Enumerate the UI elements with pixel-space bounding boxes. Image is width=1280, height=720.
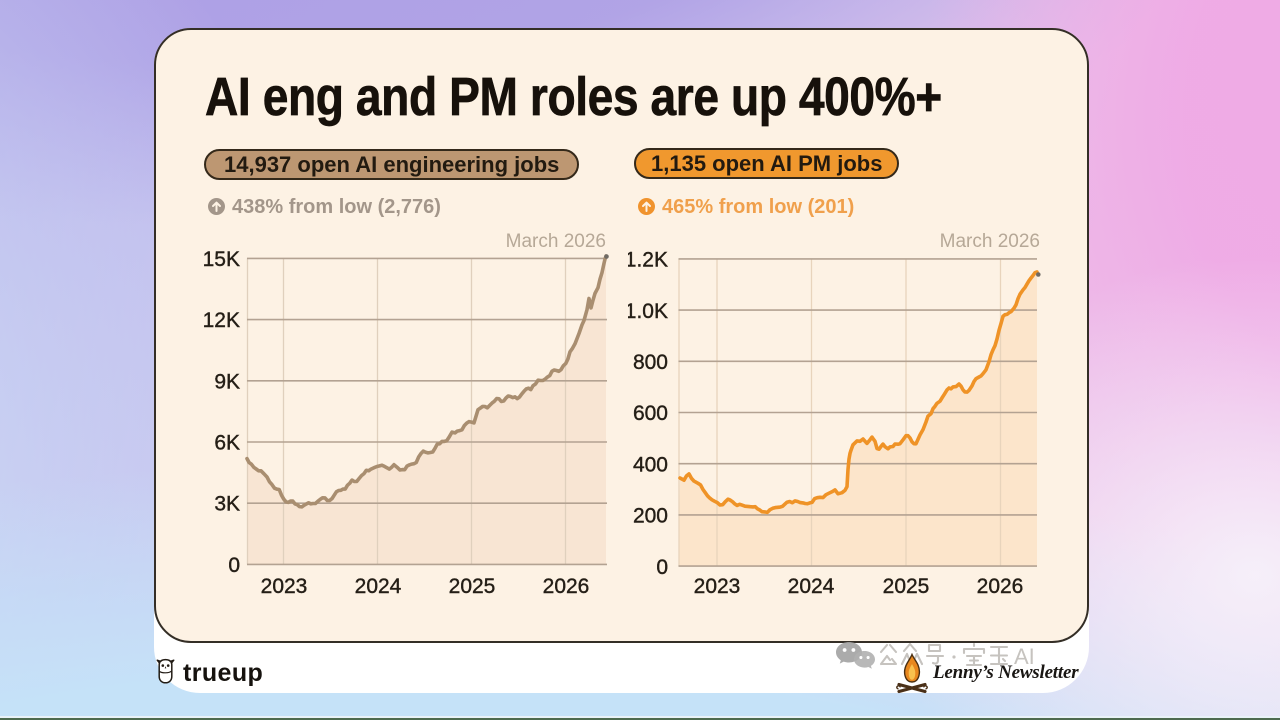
svg-text:9K: 9K (214, 370, 240, 393)
svg-text:2025: 2025 (449, 575, 496, 598)
svg-text:AI: AI (1014, 644, 1035, 669)
svg-text:800: 800 (633, 351, 668, 374)
svg-text:1.0K: 1.0K (628, 300, 668, 323)
svg-text:2026: 2026 (543, 575, 590, 598)
svg-text:2026: 2026 (977, 575, 1024, 598)
svg-text:2024: 2024 (355, 575, 402, 598)
svg-text:2023: 2023 (694, 575, 741, 598)
svg-text:2023: 2023 (261, 575, 308, 598)
svg-text:200: 200 (633, 505, 668, 528)
svg-text:2025: 2025 (883, 575, 930, 598)
svg-text:400: 400 (633, 453, 668, 476)
svg-text:0: 0 (656, 556, 668, 579)
svg-text:600: 600 (633, 402, 668, 425)
svg-text:0: 0 (228, 554, 240, 577)
svg-text:2024: 2024 (788, 575, 835, 598)
svg-text:6K: 6K (214, 432, 240, 455)
svg-text:12K: 12K (203, 309, 240, 332)
svg-text:3K: 3K (214, 493, 240, 516)
svg-text:15K: 15K (203, 248, 240, 271)
svg-text:March 2026: March 2026 (940, 231, 1040, 252)
svg-text:March 2026: March 2026 (506, 231, 606, 252)
svg-text:1.2K: 1.2K (628, 249, 668, 272)
